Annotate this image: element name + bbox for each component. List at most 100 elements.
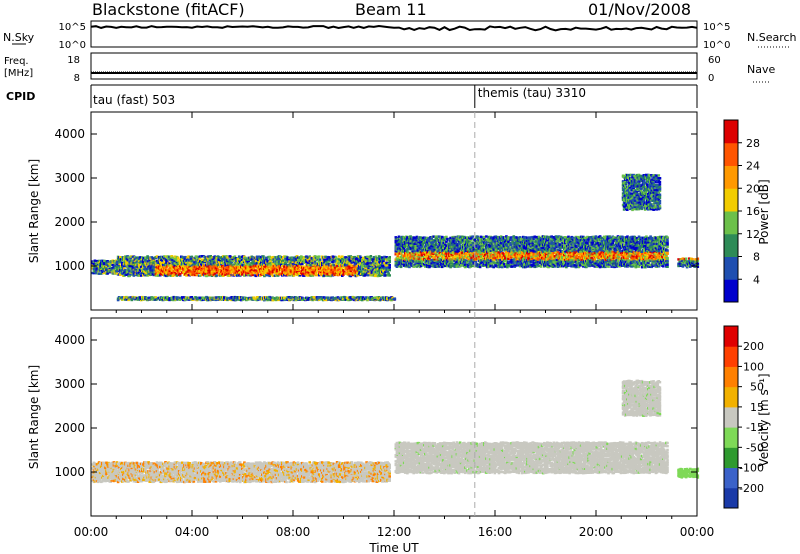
power-cell: [463, 258, 466, 262]
power-cell: [551, 242, 554, 245]
power-cell: [386, 270, 389, 273]
power-cell: [215, 271, 219, 274]
power-cell: [198, 274, 202, 277]
power-cell: [311, 274, 315, 277]
power-cell: [324, 272, 327, 275]
power-cell: [228, 274, 231, 277]
power-cell: [412, 239, 415, 242]
power-cell: [282, 269, 285, 272]
power-cell: [353, 255, 357, 259]
power-cell: [301, 262, 304, 265]
power-cell: [554, 238, 558, 241]
nave-tick-top: 60: [708, 55, 721, 66]
power-cell: [441, 244, 445, 248]
power-cell: [377, 268, 381, 272]
power-cell: [507, 242, 510, 245]
power-cell: [208, 258, 211, 261]
power-cell: [483, 235, 486, 239]
power-cell: [149, 266, 152, 270]
power-cell: [474, 247, 478, 250]
power-cell: [220, 263, 223, 266]
power-cell: [424, 251, 427, 254]
power-cell: [479, 259, 483, 262]
power-cell: [156, 271, 160, 275]
power-cell: [315, 269, 319, 272]
power-cell: [230, 270, 234, 273]
power-cell: [380, 257, 383, 261]
power-cell: [451, 264, 454, 268]
power-cell: [499, 262, 503, 265]
power-cell: [426, 261, 429, 264]
power-cell: [115, 270, 119, 273]
power-cell: [397, 235, 401, 238]
power-cell: [487, 237, 490, 241]
power-cell: [211, 272, 215, 275]
power-cell: [292, 274, 296, 277]
power-cell: [429, 243, 432, 246]
power-cell: [141, 269, 144, 273]
power-cell: [298, 274, 302, 277]
power-cell: [313, 255, 317, 258]
power-cell: [460, 254, 464, 257]
power-cell: [282, 259, 285, 262]
power-cell: [557, 238, 561, 241]
power-cell: [168, 262, 171, 265]
power-cell: [546, 238, 549, 242]
power-cell: [176, 259, 180, 262]
power-cell: [549, 238, 552, 241]
power-cell: [113, 264, 117, 267]
power-cell: [342, 269, 345, 272]
power-cell: [128, 274, 131, 278]
freq-tick-top: 18: [67, 55, 80, 66]
power-cell: [503, 262, 506, 266]
power-cell: [567, 245, 570, 248]
power-cell: [355, 270, 359, 273]
power-cell: [105, 264, 108, 268]
power-cell: [489, 257, 492, 260]
power-cell: [129, 273, 132, 276]
power-cell: [549, 251, 552, 255]
power-cell: [568, 264, 571, 267]
power-cell: [518, 265, 522, 268]
power-cell: [314, 273, 318, 277]
power-cell: [328, 256, 331, 259]
power-cell: [520, 237, 524, 240]
power-cell: [238, 256, 242, 259]
power-cell: [291, 260, 295, 264]
power-cell: [466, 238, 469, 241]
nsearch-tick-bottom: 10^0: [703, 40, 730, 51]
power-cell: [144, 266, 147, 269]
power-cell: [465, 252, 468, 256]
power-cell: [236, 258, 240, 261]
power-cell: [109, 262, 112, 265]
power-cell: [511, 240, 514, 243]
power-cell: [217, 260, 221, 264]
power-cell: [238, 274, 242, 277]
power-cell: [467, 255, 470, 258]
power-cell: [231, 257, 235, 261]
power-cell: [197, 261, 201, 265]
power-cell: [174, 272, 178, 276]
power-cell: [487, 245, 490, 248]
power-cell: [402, 255, 406, 258]
power-cell: [372, 271, 376, 274]
power-cell: [313, 260, 317, 263]
power-cell: [433, 256, 437, 259]
power-cell: [163, 255, 166, 258]
power-cell: [548, 260, 551, 263]
power-cell: [558, 248, 562, 252]
power-cell: [501, 252, 505, 255]
power-cell: [123, 267, 126, 270]
power-cell: [388, 259, 391, 262]
power-cell: [349, 271, 353, 274]
power-cell: [283, 265, 286, 268]
power-cell: [479, 256, 483, 260]
power-cell: [418, 241, 422, 244]
power-cell: [312, 273, 316, 276]
power-cell: [436, 242, 440, 246]
power-cell: [414, 250, 418, 253]
freq-label: Freq.: [4, 56, 29, 67]
power-cell: [384, 270, 387, 274]
power-cell: [528, 241, 531, 244]
power-cell: [450, 262, 453, 265]
